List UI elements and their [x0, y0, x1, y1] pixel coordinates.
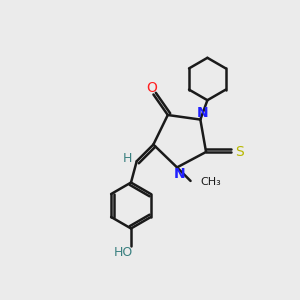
Text: HO: HO: [114, 246, 133, 259]
Text: O: O: [146, 81, 157, 95]
Text: CH₃: CH₃: [200, 177, 221, 188]
Text: H: H: [123, 152, 133, 165]
Text: S: S: [235, 145, 244, 159]
Text: N: N: [197, 106, 208, 120]
Text: N: N: [174, 167, 186, 181]
